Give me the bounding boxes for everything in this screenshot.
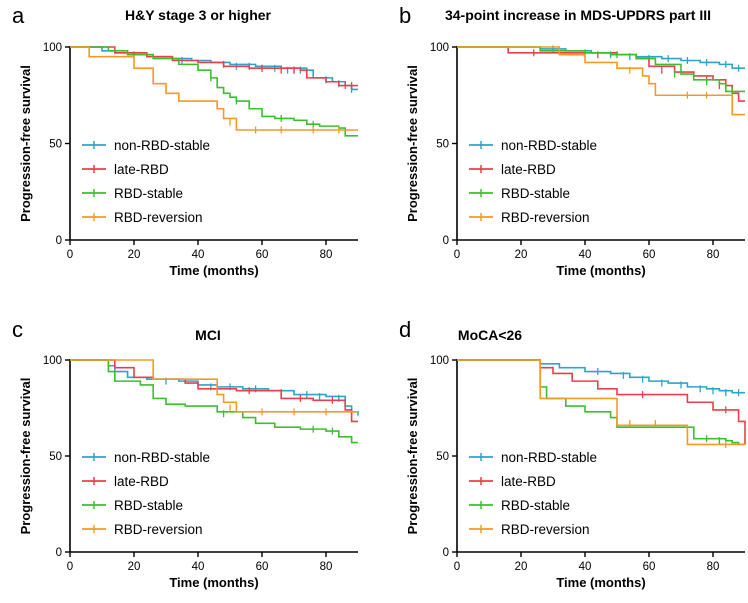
panel-b: b 34-point increase in MDS-UPDRS part III… <box>399 3 745 278</box>
y-tick-label: 0 <box>56 547 62 559</box>
x-tick-label: 20 <box>128 249 141 261</box>
legend-label: late-RBD <box>501 162 556 177</box>
series-line-rbd-reversion <box>70 359 358 413</box>
x-axis-label: Time (months) <box>169 575 258 590</box>
x-tick-label: 20 <box>128 561 141 573</box>
x-tick-label: 0 <box>454 249 460 261</box>
series-line-late-rbd <box>457 359 746 445</box>
legend-label: late-RBD <box>501 474 556 489</box>
panel-label: d <box>399 317 411 342</box>
x-axis-label: Time (months) <box>556 575 645 590</box>
y-tick-label: 100 <box>430 355 449 367</box>
x-tick-label: 60 <box>643 249 656 261</box>
legend-label: RBD-reversion <box>114 522 203 537</box>
y-tick-label: 100 <box>43 355 62 367</box>
panel-c: c MCI 0 20 40 60 80 0 50 100 Time (months) Progress… <box>12 317 359 590</box>
series-line-non-rbd-stable <box>457 359 745 394</box>
series-line-late-rbd <box>70 46 358 87</box>
chart-title: H&Y stage 3 or higher <box>125 7 272 23</box>
x-tick-label: 20 <box>515 249 528 261</box>
series-line-rbd-stable <box>70 359 358 444</box>
y-tick-label: 0 <box>443 547 449 559</box>
x-tick-label: 0 <box>67 561 73 573</box>
x-tick-label: 80 <box>320 561 333 573</box>
legend-label: RBD-reversion <box>501 210 590 225</box>
series-line-rbd-reversion <box>457 359 745 446</box>
x-axis-label: Time (months) <box>169 263 258 278</box>
legend-label: late-RBD <box>114 162 169 177</box>
y-tick-label: 0 <box>443 235 449 247</box>
panel-d: d MoCA<26 0 20 40 60 80 0 50 100 Time (months) Prog… <box>399 317 746 590</box>
legend-label: late-RBD <box>114 474 169 489</box>
y-tick-label: 50 <box>436 139 449 151</box>
legend-label: RBD-stable <box>501 186 570 201</box>
panel-label: c <box>12 317 23 342</box>
x-tick-label: 20 <box>515 561 528 573</box>
panel-label: b <box>399 3 411 28</box>
panel-a: a H&Y stage 3 or higher 0 20 40 60 80 0 50 100 Tim… <box>12 3 358 278</box>
chart-title: MoCA<26 <box>458 327 522 343</box>
y-tick-label: 0 <box>56 235 62 247</box>
x-tick-label: 40 <box>579 561 592 573</box>
legend-label: RBD-stable <box>114 498 183 513</box>
y-tick-label: 50 <box>49 451 62 463</box>
x-tick-label: 80 <box>707 561 720 573</box>
y-axis-label: Progression-free survival <box>405 378 420 535</box>
series-line-late-rbd <box>457 46 745 102</box>
legend-label: RBD-stable <box>501 498 570 513</box>
x-tick-label: 80 <box>707 249 720 261</box>
x-tick-label: 80 <box>320 249 333 261</box>
legend-label: RBD-reversion <box>114 210 203 225</box>
x-axis-label: Time (months) <box>556 263 645 278</box>
x-tick-label: 40 <box>579 249 592 261</box>
series-line-non-rbd-stable <box>70 359 359 416</box>
series-line-non-rbd-stable <box>70 46 358 91</box>
x-tick-label: 0 <box>67 249 73 261</box>
legend-label: non-RBD-stable <box>501 450 597 465</box>
legend-label: RBD-stable <box>114 186 183 201</box>
chart-title: 34-point increase in MDS-UPDRS part III <box>445 7 711 23</box>
x-tick-label: 60 <box>643 561 656 573</box>
series-line-rbd-reversion <box>457 46 745 116</box>
chart-title: MCI <box>195 327 221 343</box>
y-tick-label: 50 <box>436 451 449 463</box>
x-tick-label: 60 <box>256 561 269 573</box>
y-tick-label: 50 <box>49 139 62 151</box>
legend-label: non-RBD-stable <box>501 138 597 153</box>
y-tick-label: 100 <box>43 42 62 54</box>
series-line-rbd-stable <box>457 46 745 93</box>
y-axis-label: Progression-free survival <box>18 65 33 222</box>
x-tick-label: 40 <box>192 249 205 261</box>
legend-label: non-RBD-stable <box>114 138 210 153</box>
series-line-rbd-stable <box>70 46 358 137</box>
series-line-rbd-stable <box>457 359 745 446</box>
x-tick-label: 40 <box>192 561 205 573</box>
series-line-rbd-reversion <box>70 46 358 131</box>
x-tick-label: 0 <box>454 561 460 573</box>
panel-label: a <box>12 3 25 28</box>
y-axis-label: Progression-free survival <box>18 378 33 535</box>
y-axis-label: Progression-free survival <box>405 65 420 222</box>
legend-label: non-RBD-stable <box>114 450 210 465</box>
x-tick-label: 60 <box>256 249 269 261</box>
y-tick-label: 100 <box>430 42 449 54</box>
legend-label: RBD-reversion <box>501 522 590 537</box>
series-line-non-rbd-stable <box>457 46 745 70</box>
